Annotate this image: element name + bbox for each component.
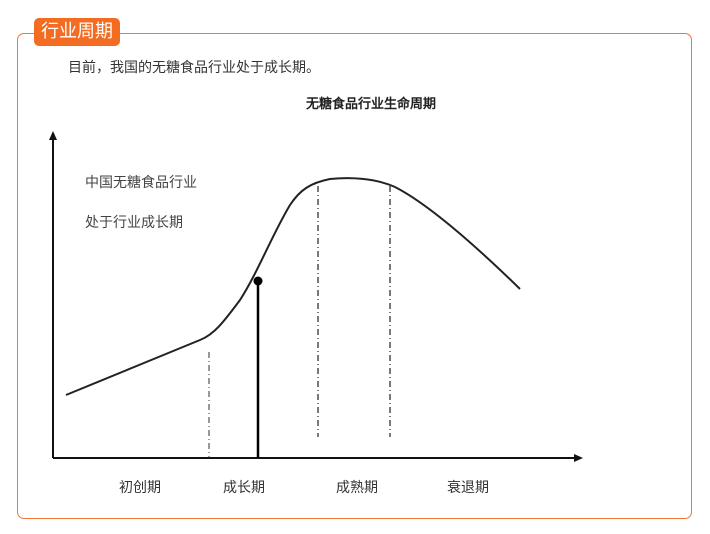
stage-label: 成熟期 [336,480,378,496]
intro-text: 目前，我国的无糖食品行业处于成长期。 [68,60,320,76]
stage-label: 初创期 [119,479,161,496]
current-position-marker [253,276,263,286]
x-axis-arrow [574,454,583,462]
section-card [17,33,692,519]
annotation-line2: 处于行业成长期 [85,215,183,231]
diagram-title: 无糖食品行业生命周期 [305,97,436,112]
stage-label: 衰退期 [447,479,489,496]
section-tag: 行业周期 [34,18,120,46]
y-axis-arrow [49,131,57,140]
stage-label: 成长期 [223,480,265,496]
annotation-line1: 中国无糖食品行业 [85,174,197,191]
lifecycle-curve [65,177,521,396]
